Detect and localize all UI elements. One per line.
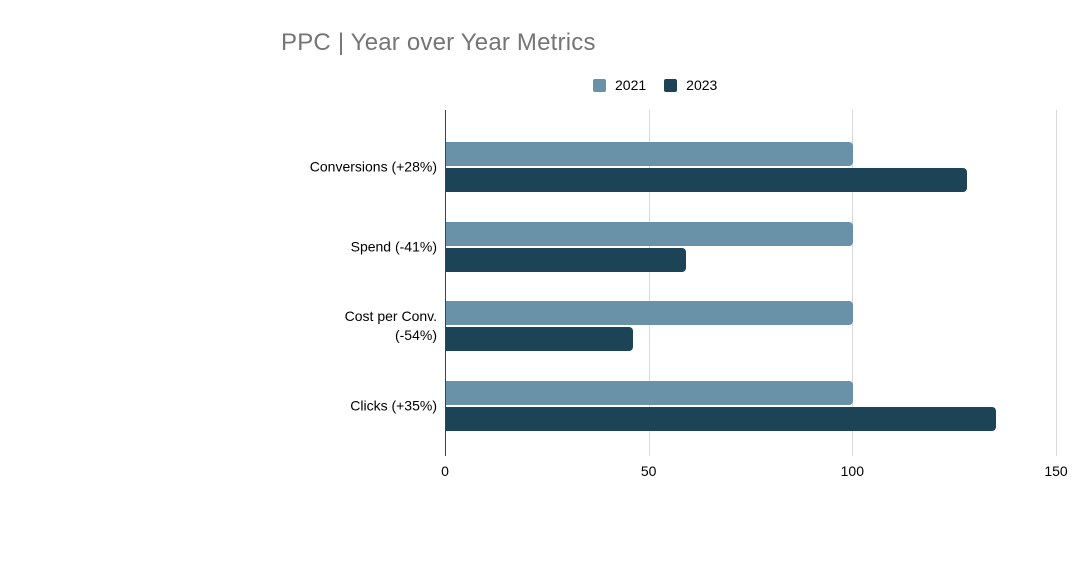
- bar-2023-group0: [446, 168, 967, 192]
- x-tick-label-100: 100: [840, 463, 865, 479]
- bar-2021-group0: [446, 142, 853, 166]
- bar-2023-group3: [446, 406, 996, 431]
- bar-2021-group1: [446, 221, 853, 246]
- x-tick-label-0: 0: [441, 463, 449, 479]
- legend-label: 2021: [615, 77, 647, 93]
- gridline-x-150: [1056, 110, 1057, 456]
- legend-swatch-icon: [593, 78, 606, 92]
- chart-title: PPC | Year over Year Metrics: [281, 29, 596, 56]
- category-label-1: Spend (-41%): [350, 238, 437, 254]
- category-label-2: Cost per Conv. (-54%): [344, 308, 437, 343]
- bar-2023-group2: [446, 327, 633, 351]
- bar-2021-group2: [446, 301, 853, 325]
- gridline-x-50: [648, 110, 650, 456]
- bar-2021-group3: [446, 380, 853, 405]
- gridline-x-100: [852, 110, 854, 456]
- category-label-0: Conversions (+28%): [309, 158, 437, 175]
- legend: 2021 2023: [593, 78, 717, 92]
- bar-2023-group1: [446, 247, 686, 272]
- y-axis-line: [445, 110, 446, 456]
- legend-label: 2023: [686, 77, 718, 93]
- x-tick-label-150: 150: [1044, 463, 1068, 479]
- legend-swatch-icon: [664, 78, 678, 92]
- legend-item-2021: 2021: [593, 78, 646, 92]
- category-label-3: Clicks (+35%): [350, 397, 437, 413]
- x-tick-label-50: 50: [640, 463, 657, 479]
- legend-item-2023: 2023: [664, 78, 717, 92]
